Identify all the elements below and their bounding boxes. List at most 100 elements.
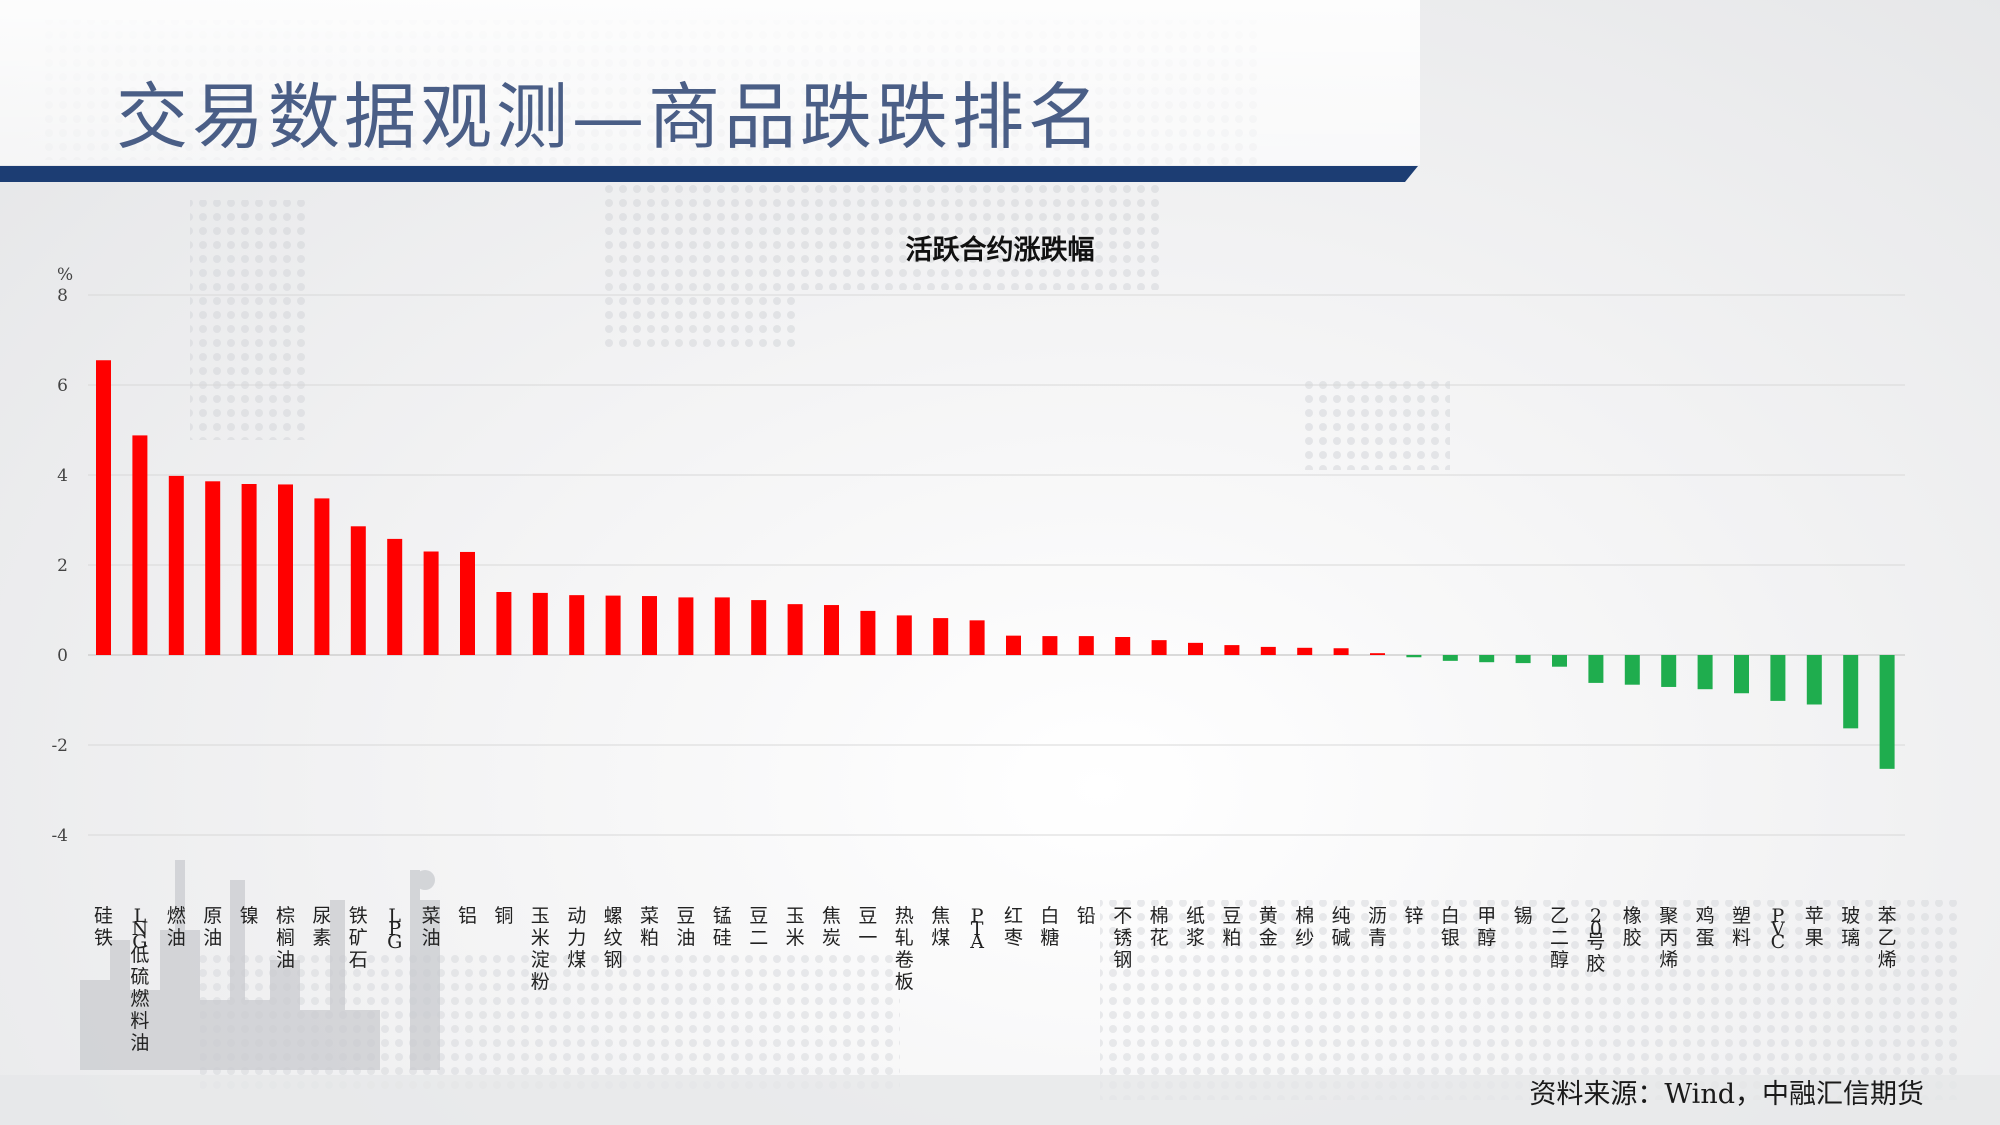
bar xyxy=(278,484,293,655)
category-label: 玻璃 xyxy=(1841,905,1860,949)
bar xyxy=(350,526,366,655)
footer-band xyxy=(0,1075,2000,1125)
bar xyxy=(132,435,148,655)
bar xyxy=(1297,647,1313,655)
bar xyxy=(1260,646,1276,655)
bar xyxy=(969,620,985,655)
bar xyxy=(1734,655,1749,694)
category-label: 乙二醇 xyxy=(1550,905,1569,971)
y-tick-label: -2 xyxy=(51,736,68,756)
header-panel xyxy=(0,0,1420,165)
category-label: 塑料 xyxy=(1732,905,1751,949)
category-label: 螺纹钢 xyxy=(604,905,623,971)
bar xyxy=(642,596,657,655)
category-label: 铜 xyxy=(494,905,513,927)
y-tick-label: 4 xyxy=(57,466,68,486)
category-label: 橡胶 xyxy=(1623,905,1642,949)
slide-title: 交易数据观测—商品跌跌排名 xyxy=(116,75,1105,159)
category-labels: 硅铁 L N G 低硫燃料油燃油原油镍 棕榈油尿素铁矿石 L P G 菜油铝铜玉米淀粉动力煤螺纹钢… xyxy=(94,905,1897,1054)
category-label: 锰硅 xyxy=(713,905,732,949)
bar xyxy=(1078,636,1094,655)
y-tick-label: 2 xyxy=(57,556,68,576)
y-tick-label: 0 xyxy=(57,646,68,666)
bar xyxy=(1879,655,1895,769)
y-tick-label: 6 xyxy=(57,376,68,396)
category-label: 不锈钢 xyxy=(1113,905,1132,971)
category-label: 动力煤 xyxy=(567,905,586,971)
category-label: 豆二 xyxy=(749,905,768,949)
bar xyxy=(714,597,730,655)
bar xyxy=(605,595,621,655)
category-label: 铅 xyxy=(1077,905,1096,927)
category-label: 锌 xyxy=(1404,905,1423,927)
bar xyxy=(241,484,257,655)
category-label: 原油 xyxy=(203,905,222,949)
bar xyxy=(1151,640,1167,655)
bar xyxy=(1224,645,1240,655)
category-label: 苯乙烯 xyxy=(1878,905,1897,971)
bar xyxy=(678,597,694,655)
category-label: 白银 xyxy=(1441,905,1460,949)
bar xyxy=(787,604,803,655)
bar xyxy=(1552,655,1567,667)
category-label: 黄金 xyxy=(1259,905,1278,949)
chart-title: 活跃合约涨跌幅 xyxy=(906,234,1095,266)
bar xyxy=(1661,655,1677,687)
category-label: 棕榈油 xyxy=(276,905,295,971)
bar xyxy=(496,592,512,655)
category-label: 玉米 xyxy=(786,905,805,949)
category-label: 菜粕 xyxy=(640,905,659,949)
bar xyxy=(1515,655,1531,664)
category-label: 棉花 xyxy=(1150,905,1169,949)
category-label: 焦炭 xyxy=(822,905,841,949)
bars xyxy=(96,360,1895,769)
bar xyxy=(1333,648,1349,655)
bar xyxy=(1442,655,1458,661)
bar xyxy=(205,481,221,655)
y-tick-label: -4 xyxy=(51,826,68,846)
bar xyxy=(1697,655,1713,690)
category-label: 镍 xyxy=(240,905,259,927)
y-axis-tick-labels: -4 -2 0 2 4 6 8 xyxy=(51,286,68,846)
bar xyxy=(1806,655,1822,705)
category-label: 白糖 xyxy=(1040,905,1059,949)
bar xyxy=(896,615,912,655)
bar xyxy=(933,618,949,655)
bar xyxy=(423,551,439,655)
y-tick-label: 8 xyxy=(57,286,68,306)
bar xyxy=(1770,655,1786,701)
category-label: 锡 xyxy=(1514,905,1533,927)
category-label: 菜油 xyxy=(422,905,441,949)
category-label: 甲醇 xyxy=(1477,905,1496,949)
bar xyxy=(168,475,184,655)
bar xyxy=(460,551,475,655)
category-label: 聚丙烯 xyxy=(1659,905,1678,971)
bar xyxy=(1843,655,1859,729)
category-label: 铁矿石 xyxy=(349,905,368,971)
category-label: 棉纱 xyxy=(1295,905,1314,949)
bar xyxy=(1588,655,1604,683)
bar xyxy=(1188,642,1203,655)
bar xyxy=(1042,636,1058,655)
category-label: 沥青 xyxy=(1368,905,1387,949)
category-label: 硅铁 xyxy=(94,905,113,949)
category-label: 豆油 xyxy=(676,905,695,949)
category-label: 苹果 xyxy=(1805,905,1824,949)
category-label: 铝 xyxy=(458,905,477,927)
bar xyxy=(1479,655,1495,663)
skyline-silhouette xyxy=(80,860,440,1070)
bar xyxy=(1115,637,1131,655)
header-bar xyxy=(0,166,1418,182)
bar xyxy=(1406,655,1422,658)
category-label: 焦煤 xyxy=(931,905,950,949)
bar xyxy=(1624,655,1640,685)
category-label: 玉米淀粉 xyxy=(531,905,550,993)
category-label: 燃油 xyxy=(167,905,186,949)
bar xyxy=(532,592,548,655)
category-label: 豆粕 xyxy=(1222,905,1241,949)
